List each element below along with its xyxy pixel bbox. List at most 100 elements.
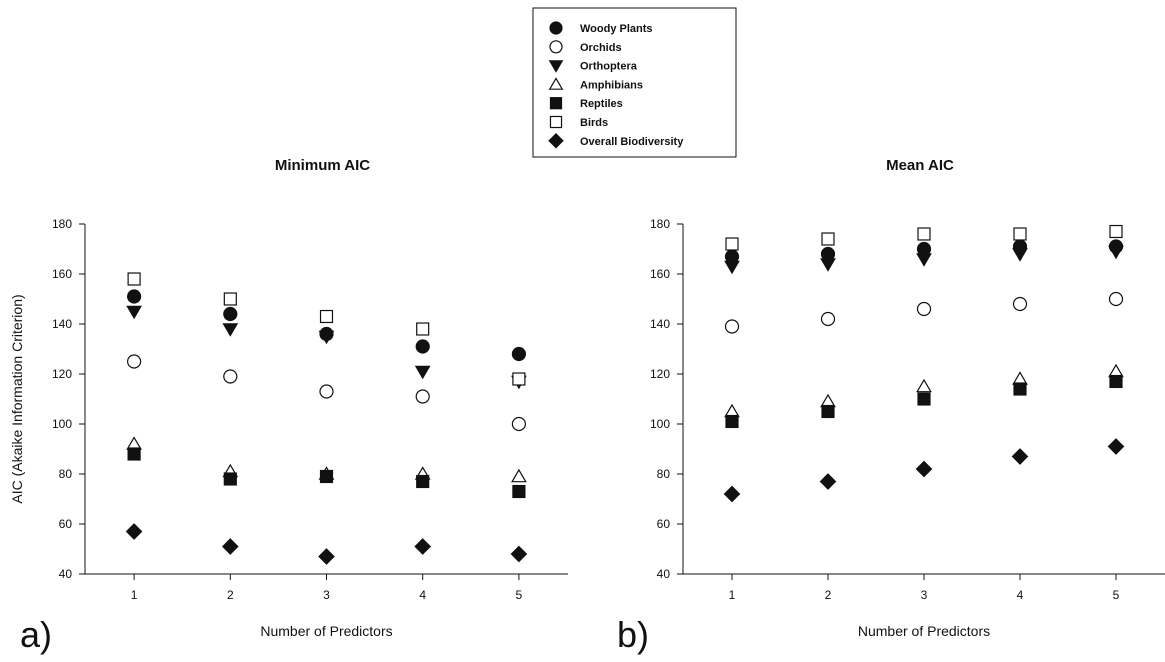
point-orthoptera: [1108, 245, 1124, 260]
point-orthoptera: [1012, 248, 1028, 262]
point-woody-plants: [223, 306, 238, 322]
point-orthoptera: [222, 323, 239, 337]
y-tick-label: 100: [52, 417, 72, 431]
y-tick-label: 40: [59, 567, 73, 581]
point-orthoptera: [916, 253, 932, 267]
point-orchids: [1108, 291, 1124, 307]
point-overall-biodiversity: [1011, 448, 1029, 465]
x-tick-label: 3: [323, 588, 330, 602]
point-birds: [725, 237, 739, 251]
y-axis-label: AIC (Akaike Information Criterion): [9, 294, 25, 503]
point-birds: [512, 372, 526, 386]
point-reptiles: [821, 404, 835, 419]
point-overall-biodiversity: [510, 545, 528, 563]
y-tick-label: 80: [657, 467, 671, 481]
point-woody-plants: [511, 346, 527, 362]
point-woody-plants: [415, 339, 430, 354]
point-reptiles: [319, 469, 334, 484]
point-overall-biodiversity: [318, 548, 335, 565]
chart-title: Mean AIC: [886, 157, 954, 174]
panel-tag: a): [20, 614, 52, 655]
y-tick-label: 60: [657, 517, 671, 531]
chart-title: Minimum AIC: [275, 157, 370, 174]
x-tick-label: 1: [729, 588, 736, 602]
point-birds: [1013, 227, 1027, 241]
point-birds: [821, 232, 835, 246]
point-orchids: [1012, 296, 1028, 312]
legend-marker-overall-biodiversity: [548, 133, 564, 149]
y-tick-label: 160: [52, 267, 72, 281]
legend-label-orchids: Orchids: [580, 42, 622, 54]
point-orchids: [223, 369, 238, 384]
point-orthoptera: [414, 365, 431, 380]
legend-label-woody-plants: Woody Plants: [580, 23, 653, 35]
point-birds: [1109, 224, 1123, 239]
point-overall-biodiversity: [819, 473, 837, 490]
point-orchids: [319, 384, 334, 399]
point-reptiles: [725, 414, 739, 429]
x-tick-label: 3: [921, 588, 928, 602]
point-overall-biodiversity: [723, 485, 741, 503]
y-tick-label: 80: [59, 467, 73, 481]
point-overall-biodiversity: [125, 523, 143, 540]
point-orthoptera: [820, 258, 836, 272]
point-orchids: [511, 416, 527, 432]
panel-tag: b): [617, 614, 649, 655]
x-tick-label: 5: [1113, 588, 1120, 602]
legend-label-reptiles: Reptiles: [580, 98, 623, 110]
y-tick-label: 180: [52, 217, 72, 231]
y-tick-label: 60: [59, 517, 73, 531]
point-overall-biodiversity: [221, 538, 239, 555]
legend-label-orthoptera: Orthoptera: [580, 61, 638, 73]
point-overall-biodiversity: [915, 460, 933, 478]
point-reptiles: [1013, 382, 1027, 396]
point-overall-biodiversity: [414, 538, 432, 555]
point-orthoptera: [126, 305, 142, 320]
point-orchids: [820, 311, 836, 327]
point-amphibians: [916, 378, 932, 393]
point-reptiles: [1109, 374, 1123, 389]
legend-label-birds: Birds: [580, 117, 608, 129]
point-reptiles: [127, 447, 141, 461]
point-orchids: [127, 354, 142, 369]
y-tick-label: 100: [650, 417, 670, 431]
y-tick-label: 120: [52, 367, 72, 381]
legend-marker-orthoptera: [548, 60, 564, 73]
legend-label-amphibians: Amphibians: [580, 79, 643, 91]
x-axis-label: Number of Predictors: [858, 623, 990, 639]
x-tick-label: 1: [131, 588, 138, 602]
legend-marker-woody-plants: [549, 21, 563, 35]
y-tick-label: 160: [650, 267, 670, 281]
legend-box: [532, 7, 737, 158]
point-reptiles: [416, 474, 430, 489]
legend-marker-amphibians: [548, 77, 564, 90]
point-reptiles: [917, 392, 931, 406]
panel-b-mean-aic: Mean AIC 40 60 80 100 120 140 160 180 1 2 3 4 5 Number…: [617, 157, 1165, 655]
point-reptiles: [512, 484, 526, 499]
point-birds: [416, 322, 430, 336]
panel-a-minimum-aic: Minimum AIC 40 60 80 100 120 140 160 180 1 2 3 4 5 Num…: [9, 157, 568, 655]
x-tick-label: 2: [227, 588, 234, 602]
y-tick-label: 140: [52, 317, 72, 331]
point-orchids: [724, 319, 740, 334]
y-tick-label: 120: [650, 367, 670, 381]
point-overall-biodiversity: [1107, 438, 1125, 455]
y-tick-label: 40: [657, 567, 671, 581]
x-tick-label: 4: [419, 588, 426, 602]
legend-marker-reptiles: [549, 97, 563, 110]
point-birds: [127, 272, 141, 286]
point-birds: [917, 227, 931, 241]
x-tick-label: 5: [516, 588, 523, 602]
x-tick-label: 2: [825, 588, 832, 602]
point-reptiles: [223, 472, 237, 486]
point-orchids: [415, 389, 430, 404]
x-tick-label: 4: [1017, 588, 1024, 602]
legend-label-overall-biodiversity: Overall Biodiversity: [580, 136, 684, 148]
x-axis-label: Number of Predictors: [260, 623, 392, 639]
legend: Woody Plants Orchids Orthoptera Amphibians R…: [532, 7, 737, 158]
legend-marker-orchids: [549, 40, 563, 54]
point-woody-plants: [127, 289, 142, 304]
legend-marker-birds: [549, 115, 563, 129]
point-amphibians: [511, 468, 527, 483]
